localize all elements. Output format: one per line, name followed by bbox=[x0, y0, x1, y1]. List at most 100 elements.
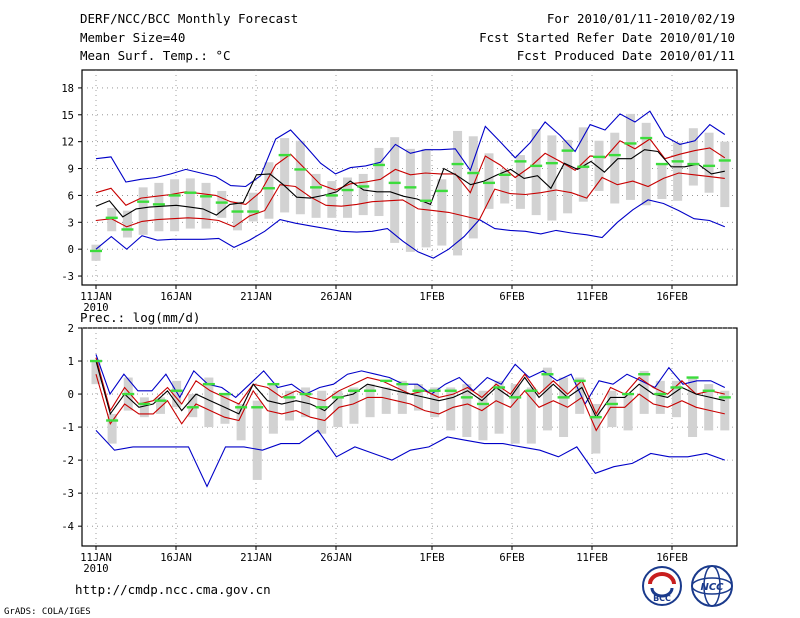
ensemble-box bbox=[484, 153, 494, 209]
ensemble-box bbox=[607, 390, 617, 428]
precipitation-panel: -4 -3 -2 -1 0 1 2 11JAN 16JAN 21JAN 26JAN 1FEB 6FEB 1… bbox=[61, 323, 738, 575]
plot-frame bbox=[81, 69, 738, 286]
ensemble-box bbox=[468, 136, 478, 239]
ensemble-box bbox=[280, 138, 290, 213]
y-tick-label: 0 bbox=[68, 244, 74, 256]
ensemble-box bbox=[413, 384, 423, 411]
y-tick-label: 6 bbox=[68, 190, 74, 202]
ensemble-box bbox=[578, 127, 588, 202]
ensemble-box bbox=[107, 207, 117, 232]
ensemble-box bbox=[220, 394, 230, 424]
temperature-panel: -3 0 3 6 9 12 15 18 11JAN 16JAN 21JAN 26JAN 1FEB 6FEB… bbox=[61, 69, 738, 314]
ensemble-box bbox=[201, 182, 211, 229]
ensemble-box bbox=[655, 380, 665, 414]
x-tick-label: 6FEB bbox=[499, 552, 524, 564]
x-tick-label: 11JAN bbox=[80, 552, 112, 564]
x-tick-label: 1FEB bbox=[419, 552, 444, 564]
x-tick-label: 21JAN bbox=[240, 291, 272, 303]
x-tick-label: 16FEB bbox=[656, 552, 688, 564]
ensemble-box bbox=[155, 397, 165, 414]
ensemble-box bbox=[295, 140, 305, 215]
ensemble-box bbox=[107, 413, 117, 444]
variable-label: Mean Surf. Temp.: °C bbox=[80, 48, 231, 63]
y-tick-label: -4 bbox=[61, 521, 74, 533]
max-line bbox=[95, 354, 726, 406]
ensemble-box bbox=[720, 390, 730, 431]
ensemble-box bbox=[397, 380, 407, 414]
ensemble-box bbox=[494, 380, 504, 434]
x-tick-label: 11FEB bbox=[576, 291, 608, 303]
plot-frame bbox=[81, 327, 738, 547]
ensemble-box bbox=[301, 387, 311, 418]
ensemble-box bbox=[327, 181, 337, 218]
ensemble-box bbox=[217, 190, 227, 218]
ensemble-box bbox=[453, 130, 463, 256]
x-tick-label: 26JAN bbox=[320, 552, 352, 564]
max-line bbox=[95, 110, 726, 188]
produced-date: Fcst Produced Date 2010/01/11 bbox=[517, 48, 735, 63]
y-tick-label: 9 bbox=[68, 164, 74, 176]
figure-title: DERF/NCC/BCC Monthly Forecast bbox=[80, 11, 298, 26]
ensemble-box bbox=[610, 132, 620, 204]
ensemble-box bbox=[639, 370, 649, 414]
ensemble-box bbox=[390, 137, 400, 243]
x-tick-label: 6FEB bbox=[499, 291, 524, 303]
ensemble-box bbox=[349, 387, 359, 424]
ensemble-box bbox=[268, 384, 278, 434]
x-tick-label: 16FEB bbox=[656, 291, 688, 303]
ensemble-box bbox=[515, 155, 525, 209]
ensemble-box bbox=[720, 141, 730, 208]
ensemble-box bbox=[575, 377, 585, 414]
ensemble-box bbox=[365, 384, 375, 418]
ensemble-box bbox=[317, 390, 327, 434]
ensemble-box bbox=[138, 187, 148, 235]
ensemble-box bbox=[547, 135, 557, 221]
x-year-label: 2010 bbox=[83, 302, 108, 314]
ensemble-box bbox=[563, 139, 573, 214]
y-tick-label: 3 bbox=[68, 217, 74, 229]
ensemble-box bbox=[284, 390, 294, 421]
ensemble-box bbox=[430, 387, 440, 418]
y-tick-label: -3 bbox=[61, 488, 74, 500]
ensemble-mean-line bbox=[95, 149, 725, 218]
ensemble-box bbox=[478, 390, 488, 441]
ensemble-box bbox=[91, 244, 101, 261]
ensemble-box bbox=[526, 387, 536, 444]
minus-sd-line bbox=[95, 172, 725, 228]
ensemble-box bbox=[232, 201, 242, 231]
y-tick-label: 1 bbox=[68, 356, 74, 368]
source-url[interactable]: http://cmdp.ncc.cma.gov.cn bbox=[75, 582, 271, 597]
y-tick-label: 18 bbox=[61, 83, 74, 95]
ensemble-box bbox=[704, 384, 714, 431]
x-tick-label: 11FEB bbox=[576, 552, 608, 564]
ensemble-box bbox=[374, 147, 384, 217]
ensemble-box bbox=[641, 122, 651, 206]
x-year-label: 2010 bbox=[83, 563, 108, 575]
min-line bbox=[95, 429, 725, 488]
ensemble-box bbox=[358, 173, 368, 216]
ensemble-box bbox=[236, 403, 246, 441]
ensemble-box bbox=[510, 384, 520, 444]
precip-title: Prec.: log(mm/d) bbox=[80, 310, 200, 325]
ensemble-box bbox=[671, 380, 681, 418]
y-tick-label: -3 bbox=[61, 271, 74, 283]
y-tick-label: 0 bbox=[68, 389, 74, 401]
y-tick-label: 15 bbox=[61, 110, 74, 122]
x-tick-label: 11JAN bbox=[80, 291, 112, 303]
ensemble-box bbox=[154, 182, 164, 232]
ensemble-box bbox=[91, 361, 101, 385]
member-size: Member Size=40 bbox=[80, 30, 185, 45]
ensemble-box bbox=[421, 148, 431, 248]
ensemble-box bbox=[139, 397, 149, 418]
ensemble-box bbox=[381, 387, 391, 414]
bcc-logo-text: BCC bbox=[653, 594, 671, 603]
ensemble-box bbox=[559, 377, 569, 437]
ensemble-box bbox=[311, 173, 321, 218]
ensemble-box bbox=[657, 163, 667, 199]
ensemble-box bbox=[625, 113, 635, 200]
ensemble-box bbox=[122, 210, 132, 238]
ensemble-box bbox=[688, 128, 698, 186]
start-date: Fcst Started Refer Date 2010/01/10 bbox=[479, 30, 735, 45]
ensemble-mean-line bbox=[95, 360, 725, 419]
